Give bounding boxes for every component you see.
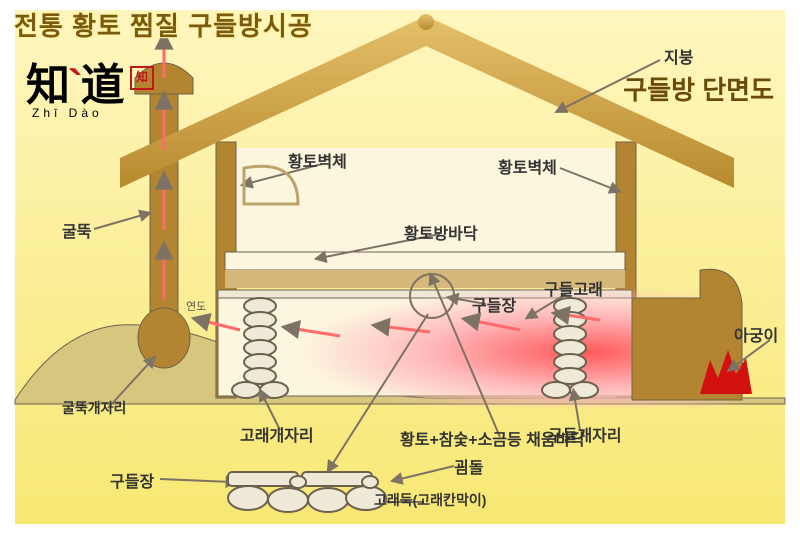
diagram-stage: 연도 전통 황토 찜질 구들방시공 구들방 단면도 知`道 Zhī Dào 知 …: [0, 0, 800, 534]
page-subtitle: 구들방 단면도: [623, 70, 774, 107]
logo-cn2: 道: [81, 61, 123, 110]
label-chimney: 굴뚝: [62, 218, 91, 242]
label-gudeuljang: 구들장: [472, 292, 516, 316]
room-floor: [225, 252, 625, 270]
watermark-logo: 知`道 Zhī Dào 知: [26, 64, 123, 120]
logo-stamp: 知: [130, 66, 154, 90]
label-detail-stone: 굄돌: [454, 454, 483, 478]
label-chimney-base: 굴뚝개자리: [62, 398, 126, 418]
label-gorae: 구들고래: [544, 276, 603, 300]
label-fill: 황토+참숯+소금등 채움바닥: [400, 426, 585, 450]
label-detail-wall: 고래둑(고래칸막이): [374, 490, 486, 510]
label-wall-right: 황토벽체: [498, 154, 557, 178]
page-title: 전통 황토 찜질 구들방시공: [14, 6, 313, 43]
label-roof: 지붕: [664, 44, 693, 68]
label-detail-top: 구들장: [110, 468, 154, 492]
label-gorae-base: 고래개자리: [240, 422, 314, 446]
small-label: 연도: [186, 300, 206, 313]
logo-cn1: 知: [26, 61, 68, 110]
label-wall-left: 황토벽체: [288, 148, 347, 172]
label-fire: 아궁이: [734, 322, 778, 346]
label-floor-room: 황토방바닥: [404, 220, 478, 244]
